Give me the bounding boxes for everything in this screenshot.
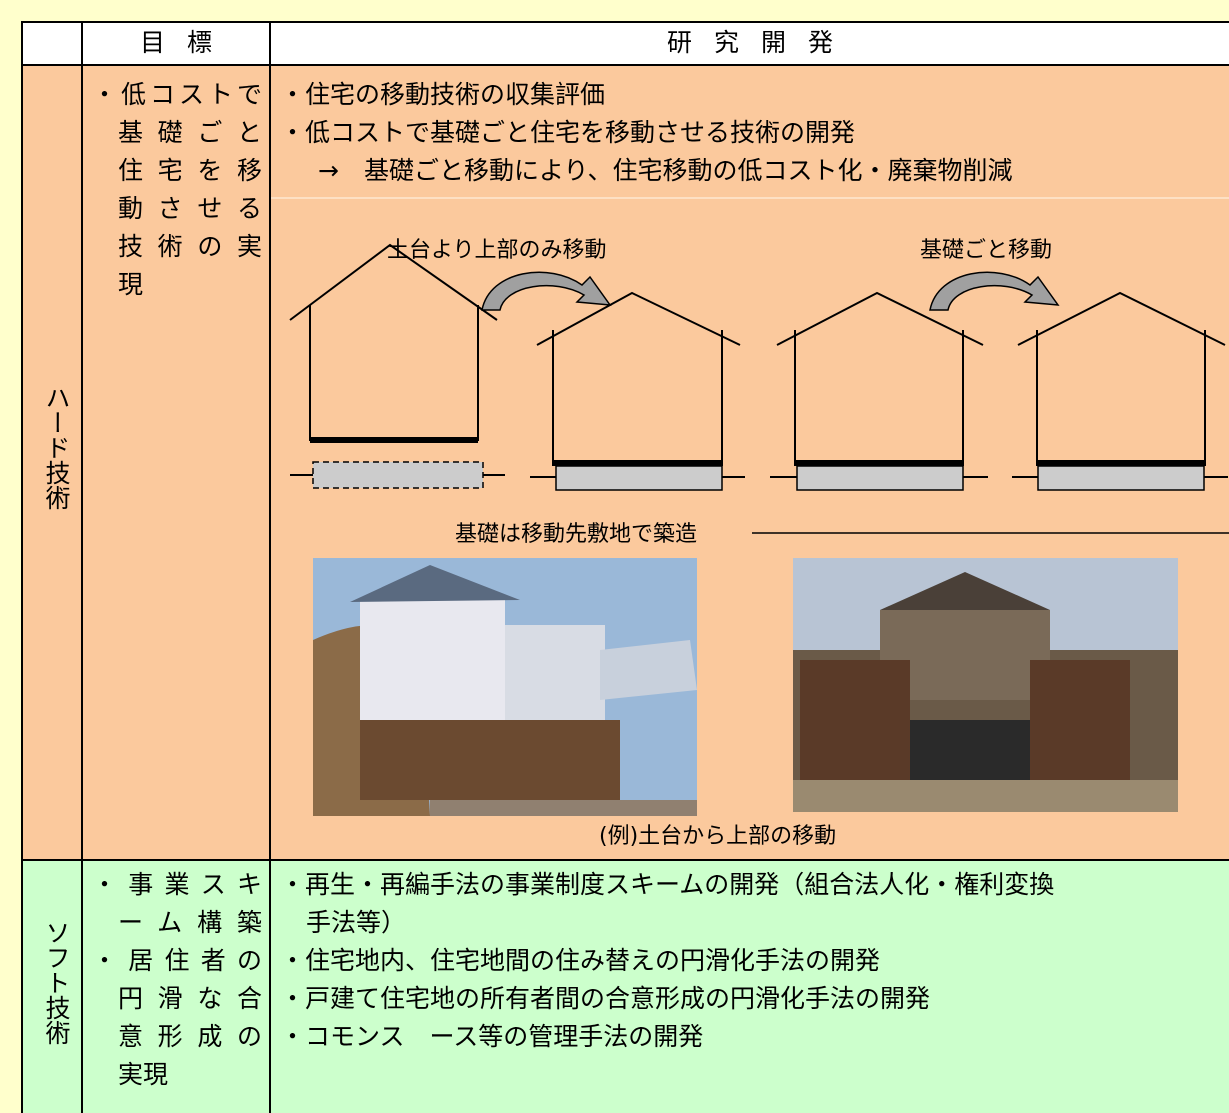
header-goal: 目標 bbox=[139, 28, 234, 57]
goal-line: 動させる bbox=[118, 194, 262, 223]
soft-row bbox=[22, 860, 1229, 1113]
goal-line: 円滑な合 bbox=[118, 984, 262, 1013]
diagram-note: 基礎は移動先敷地で築造 bbox=[455, 522, 698, 547]
goal-line: 基礎ごと bbox=[118, 118, 262, 147]
header-row bbox=[22, 22, 1229, 65]
border bbox=[21, 21, 23, 1113]
header-research: 研究開発 bbox=[666, 28, 855, 57]
goal-line: ・低コストで bbox=[92, 80, 262, 109]
goal-line: 住宅を移 bbox=[118, 156, 262, 185]
research-line: ・住宅地内、住宅地間の住み替えの円滑化手法の開発 bbox=[280, 946, 881, 975]
border bbox=[22, 21, 1229, 23]
photo-caption: (例)土台から上部の移動 bbox=[599, 824, 837, 849]
border bbox=[22, 859, 1229, 861]
research-line: ・低コストで基礎ごと住宅を移動させる技術の開発 bbox=[280, 118, 856, 147]
goal-line: ・居住者の bbox=[92, 946, 262, 975]
goal-line: 意形成の bbox=[118, 1022, 262, 1051]
goal-line: ーム構築 bbox=[118, 908, 262, 937]
research-line: ・住宅の移動技術の収集評価 bbox=[280, 80, 606, 109]
research-line: ・再生・再編手法の事業制度スキームの開発（組合法人化・権利変換 bbox=[280, 870, 1055, 899]
research-line: 手法等） bbox=[306, 908, 407, 937]
divider bbox=[271, 197, 1229, 199]
research-line: ・コモンス ース等の管理手法の開発 bbox=[280, 1022, 704, 1051]
border bbox=[81, 21, 83, 1113]
diagram-label: 土台より上部のみ移動 bbox=[387, 238, 607, 263]
goal-line: 実現 bbox=[118, 1060, 169, 1089]
border bbox=[22, 64, 1229, 66]
goal-line: ・事業スキ bbox=[92, 870, 262, 899]
goal-line: 技術の実 bbox=[118, 232, 262, 261]
diagram-label: 基礎ごと移動 bbox=[920, 238, 1053, 263]
research-line: → 基礎ごと移動により、住宅移動の低コスト化・廃棄物削減 bbox=[318, 156, 1013, 185]
row-label: ソフト技術 bbox=[42, 920, 71, 1045]
research-line: ・戸建て住宅地の所有者間の合意形成の円滑化手法の開発 bbox=[280, 984, 931, 1013]
border bbox=[269, 21, 271, 1113]
goal-line: 現 bbox=[118, 270, 144, 299]
row-label: ハード技術 bbox=[42, 385, 71, 510]
